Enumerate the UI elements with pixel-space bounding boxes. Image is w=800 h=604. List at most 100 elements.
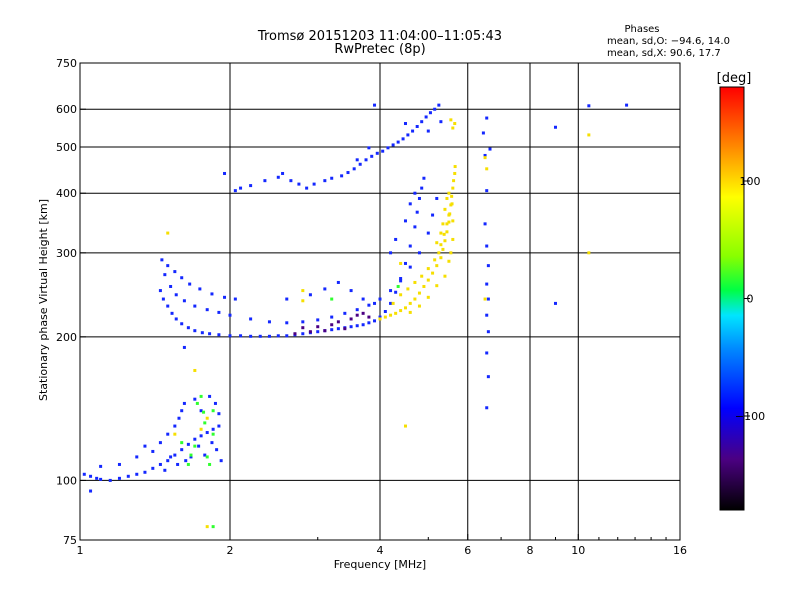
- data-point: [193, 304, 197, 308]
- data-point: [276, 175, 280, 179]
- data-point: [173, 270, 177, 274]
- data-point: [170, 311, 174, 315]
- data-point: [193, 437, 197, 441]
- data-point: [95, 476, 99, 480]
- data-point: [394, 290, 398, 294]
- data-point: [308, 293, 312, 297]
- data-point: [439, 231, 443, 235]
- data-point: [205, 455, 209, 459]
- phases-mean-o: mean, sd,O: −94.6, 14.0: [607, 36, 730, 47]
- data-point: [223, 295, 227, 299]
- y-tick-label: 300: [56, 247, 77, 260]
- data-point: [193, 368, 197, 372]
- data-point: [394, 311, 398, 315]
- data-point: [349, 317, 353, 321]
- data-point: [426, 295, 430, 299]
- data-point: [447, 191, 451, 195]
- y-tick-label: 500: [56, 141, 77, 154]
- data-point: [205, 416, 209, 420]
- data-point: [453, 171, 457, 175]
- data-point: [305, 186, 309, 190]
- data-point: [355, 158, 359, 162]
- data-point: [219, 459, 223, 463]
- data-point: [488, 147, 492, 151]
- data-point: [211, 409, 215, 413]
- data-point: [433, 107, 437, 111]
- data-point: [217, 310, 221, 314]
- data-point: [158, 462, 162, 466]
- data-point: [217, 424, 221, 428]
- data-point: [413, 225, 417, 229]
- data-point: [281, 171, 285, 175]
- data-point: [625, 103, 629, 107]
- data-point: [435, 241, 439, 245]
- y-tick-label: 750: [56, 57, 77, 70]
- data-point: [208, 394, 212, 398]
- data-point: [193, 329, 197, 333]
- data-point: [426, 129, 430, 133]
- data-point: [285, 334, 289, 338]
- data-point: [198, 287, 202, 291]
- data-point: [249, 334, 253, 338]
- data-point: [193, 444, 197, 448]
- data-point: [433, 258, 437, 262]
- colorbar-tick-label: 100: [740, 175, 761, 188]
- data-point: [389, 301, 393, 305]
- data-point: [158, 289, 162, 293]
- data-point: [161, 297, 165, 301]
- data-point: [336, 327, 340, 331]
- data-point: [285, 297, 289, 301]
- data-point: [239, 334, 243, 338]
- data-point: [403, 219, 407, 223]
- data-point: [451, 237, 455, 241]
- data-point: [336, 280, 340, 284]
- data-point: [205, 431, 209, 435]
- data-point: [378, 317, 382, 321]
- data-point: [228, 313, 232, 317]
- data-point: [208, 332, 212, 336]
- data-point: [340, 174, 344, 178]
- data-point: [349, 289, 353, 293]
- grid-lines: [80, 63, 680, 540]
- data-point: [182, 299, 186, 303]
- data-point: [160, 258, 164, 262]
- data-point: [352, 167, 356, 171]
- data-point: [301, 289, 305, 293]
- data-point: [450, 194, 454, 198]
- data-point: [199, 394, 203, 398]
- data-point: [223, 171, 227, 175]
- x-tick-label: 2: [227, 544, 234, 557]
- data-point: [370, 154, 374, 158]
- data-point: [316, 318, 320, 322]
- data-point: [189, 455, 193, 459]
- data-point: [486, 375, 490, 379]
- y-tick-label: 600: [56, 103, 77, 116]
- data-point: [312, 182, 316, 186]
- data-point: [486, 297, 490, 301]
- data-point: [553, 301, 557, 305]
- data-point: [587, 251, 591, 255]
- data-point: [452, 179, 456, 183]
- data-point: [361, 311, 365, 315]
- data-point: [210, 441, 214, 445]
- data-point: [293, 332, 297, 336]
- data-point: [417, 196, 421, 200]
- data-point: [415, 210, 419, 214]
- data-point: [403, 306, 407, 310]
- data-point: [399, 279, 403, 283]
- colorbar-tick-label: 0: [747, 293, 754, 306]
- data-point: [383, 315, 387, 319]
- data-point: [323, 179, 327, 183]
- data-point: [378, 315, 382, 319]
- data-point: [358, 162, 362, 166]
- data-point: [443, 239, 447, 243]
- data-point: [431, 213, 435, 217]
- data-point: [361, 297, 365, 301]
- data-point: [485, 406, 489, 410]
- data-point: [483, 153, 487, 157]
- data-point: [330, 297, 334, 301]
- data-point: [408, 202, 412, 206]
- data-point: [485, 351, 489, 355]
- data-point: [355, 313, 359, 317]
- data-point: [202, 410, 206, 414]
